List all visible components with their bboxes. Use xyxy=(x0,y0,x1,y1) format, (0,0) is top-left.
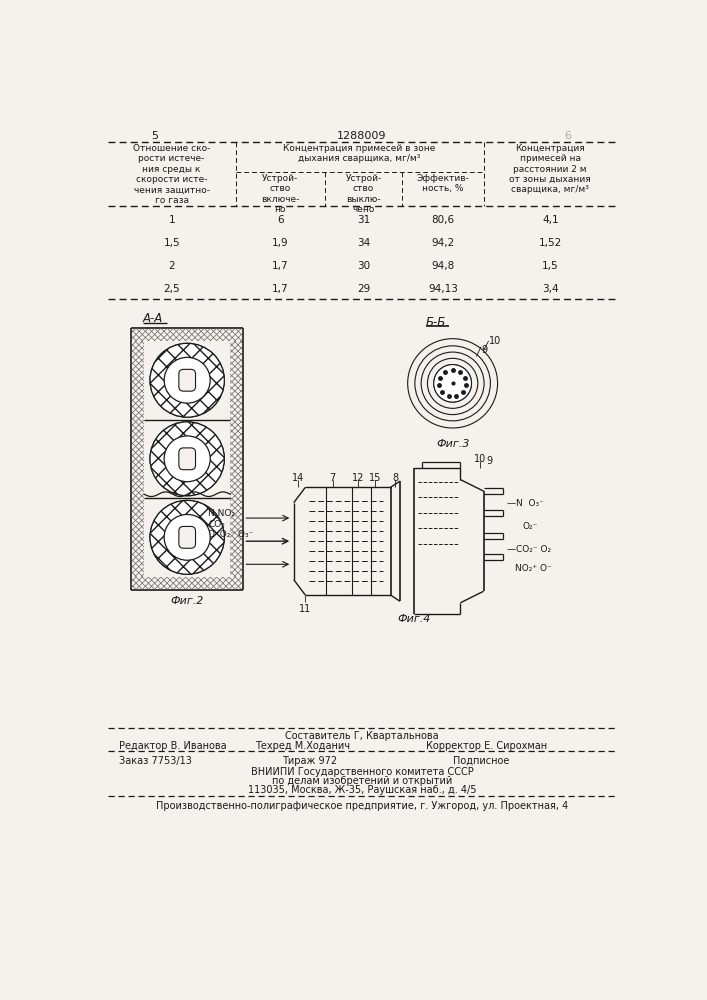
Text: 1,9: 1,9 xyxy=(272,238,288,248)
Circle shape xyxy=(164,436,210,482)
Text: 8: 8 xyxy=(392,473,398,483)
Text: Отношение ско-
рости истече-
ния среды к
скорости исте-
чения защитно-
го газа: Отношение ско- рости истече- ния среды к… xyxy=(133,144,211,205)
Text: 1,7: 1,7 xyxy=(272,261,288,271)
Text: 9: 9 xyxy=(482,345,488,355)
Text: CO₂: CO₂ xyxy=(209,520,226,529)
Circle shape xyxy=(150,343,224,417)
Circle shape xyxy=(164,514,210,560)
Circle shape xyxy=(150,343,224,417)
FancyBboxPatch shape xyxy=(179,526,196,548)
Text: Производственно-полиграфическое предприятие, г. Ужгород, ул. Проектная, 4: Производственно-полиграфическое предприя… xyxy=(156,801,568,811)
Circle shape xyxy=(434,365,472,402)
Text: Тираж 972: Тираж 972 xyxy=(282,756,337,766)
Text: 34: 34 xyxy=(357,238,370,248)
Text: 9: 9 xyxy=(486,456,492,466)
Text: —CO₂⁻ O₂: —CO₂⁻ O₂ xyxy=(507,545,551,554)
Text: 2: 2 xyxy=(168,261,175,271)
Text: NO₂⁺ O⁻: NO₂⁺ O⁻ xyxy=(515,564,551,573)
Text: Фиг.3: Фиг.3 xyxy=(436,439,469,449)
Text: 1,5: 1,5 xyxy=(163,238,180,248)
Circle shape xyxy=(164,357,210,403)
FancyBboxPatch shape xyxy=(179,448,196,470)
Text: 1,52: 1,52 xyxy=(539,238,562,248)
Text: ВНИИПИ Государственного комитета СССР: ВНИИПИ Государственного комитета СССР xyxy=(250,767,473,777)
Text: Концентрация примесей в зоне
дыхания сварщика, мг/м³: Концентрация примесей в зоне дыхания сва… xyxy=(284,144,436,163)
Text: Фиг.4: Фиг.4 xyxy=(397,614,431,624)
Text: 7: 7 xyxy=(329,473,336,483)
Text: 5: 5 xyxy=(151,131,158,141)
Text: 6: 6 xyxy=(277,215,284,225)
Text: 113035, Москва, Ж-35, Раушская наб., д. 4/5: 113035, Москва, Ж-35, Раушская наб., д. … xyxy=(247,785,477,795)
Circle shape xyxy=(150,500,224,574)
Text: 1: 1 xyxy=(168,215,175,225)
Text: 94,8: 94,8 xyxy=(431,261,455,271)
Text: Техред М.Ходанич: Техред М.Ходанич xyxy=(255,741,350,751)
Text: 4,1: 4,1 xyxy=(542,215,559,225)
Text: Эффектив-
ность, %: Эффектив- ность, % xyxy=(416,174,469,193)
Text: 94,2: 94,2 xyxy=(431,238,455,248)
Text: Заказ 7753/13: Заказ 7753/13 xyxy=(119,756,192,766)
Text: O⁻O₂⁻ O₃⁻: O⁻O₂⁻ O₃⁻ xyxy=(209,530,254,539)
Text: A-A: A-A xyxy=(143,312,163,326)
Text: N NO₂: N NO₂ xyxy=(209,509,235,518)
Text: Устрой-
ство
включе-
но: Устрой- ство включе- но xyxy=(261,174,299,214)
Text: Концентрация
примесей на
расстоянии 2 м
от зоны дыхания
сварщика, мг/м³: Концентрация примесей на расстоянии 2 м … xyxy=(510,144,591,194)
Text: Составитель Г, Квартальнова: Составитель Г, Квартальнова xyxy=(285,731,439,741)
Text: Редактор В. Иванова: Редактор В. Иванова xyxy=(119,741,227,751)
Text: Б-Б: Б-Б xyxy=(426,316,445,329)
Circle shape xyxy=(150,422,224,496)
Text: Корректор Е. Сирохман: Корректор Е. Сирохман xyxy=(426,741,547,751)
Text: Подписное: Подписное xyxy=(452,756,509,766)
Text: 3,4: 3,4 xyxy=(542,284,559,294)
FancyBboxPatch shape xyxy=(179,369,196,391)
Text: 1,7: 1,7 xyxy=(272,284,288,294)
Circle shape xyxy=(150,500,224,574)
Text: 1288009: 1288009 xyxy=(337,131,387,141)
Text: 1,5: 1,5 xyxy=(542,261,559,271)
Text: 10: 10 xyxy=(474,454,486,464)
Text: 2,5: 2,5 xyxy=(163,284,180,294)
Text: 12: 12 xyxy=(352,473,364,483)
Text: 94,13: 94,13 xyxy=(428,284,458,294)
Text: 6: 6 xyxy=(563,131,571,141)
Text: 14: 14 xyxy=(291,473,304,483)
Text: 29: 29 xyxy=(357,284,370,294)
Text: по делам изобретений и открытий: по делам изобретений и открытий xyxy=(271,776,452,786)
Text: Фиг.2: Фиг.2 xyxy=(170,596,204,606)
Text: Устрой-
ство
выклю-
чено: Устрой- ство выклю- чено xyxy=(346,174,382,214)
Text: 10: 10 xyxy=(489,336,501,346)
Text: 80,6: 80,6 xyxy=(431,215,455,225)
Text: 31: 31 xyxy=(357,215,370,225)
Text: O₂⁻: O₂⁻ xyxy=(522,522,538,531)
Text: 11: 11 xyxy=(299,604,312,614)
Text: 30: 30 xyxy=(357,261,370,271)
Text: 15: 15 xyxy=(369,473,381,483)
Text: —N  O₃⁻: —N O₃⁻ xyxy=(507,499,544,508)
Circle shape xyxy=(150,422,224,496)
